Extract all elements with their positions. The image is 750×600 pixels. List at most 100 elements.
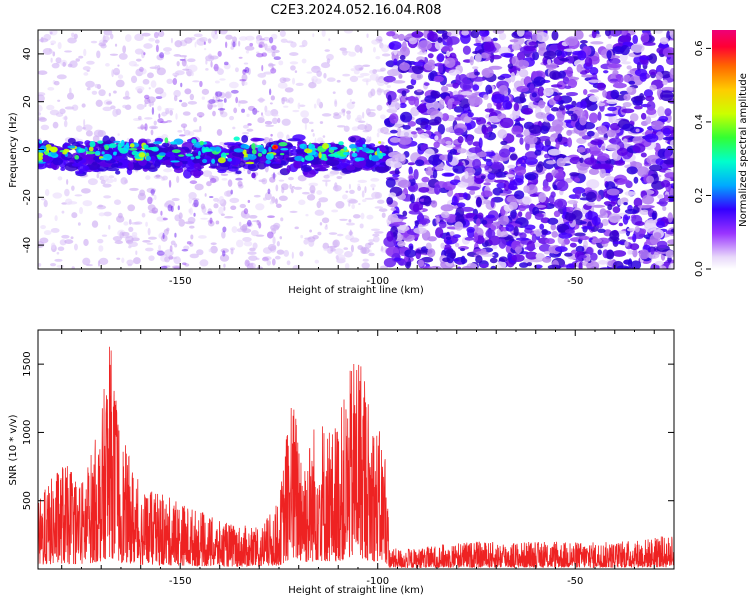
spectrogram-blob [219,141,224,146]
spectrogram-blob [380,114,386,120]
spectrogram-blob [412,203,420,213]
spectrogram-blob [103,30,113,36]
spectrogram-blob [617,199,623,206]
spectrogram-blob [381,53,391,57]
spectrogram-blob [537,86,545,97]
spectrogram-blob [201,88,210,95]
spectrogram-blob [641,194,655,205]
spectrogram-blob [229,115,235,121]
spectrogram-xtick-label: -50 [567,276,583,287]
spectrogram-blob [229,197,240,204]
spectrogram-blob [547,217,559,225]
spectrogram-blob [98,42,107,47]
chart-title: C2E3.2024.052.16.04.R08 [270,3,441,18]
spectrogram-blob [158,152,166,156]
colorbar-tick-label: 0.4 [694,114,705,130]
spectrogram-blob [550,107,559,112]
spectrogram-blob [578,235,590,241]
spectrogram-blob [616,230,627,234]
spectrogram-blob [122,104,128,109]
spectrogram-blob [270,153,274,158]
spectrogram-blob [645,116,652,125]
spectrogram-blob [411,31,424,38]
spectrogram-blob [519,92,526,104]
spectrogram-blob [601,218,609,227]
spectrogram-blob [287,97,294,104]
spectrogram-blob [351,152,358,158]
spectrogram-blob [511,125,523,136]
spectrogram-blob [612,82,627,89]
spectrogram-blob [261,79,267,86]
spectrogram-blob [429,265,442,269]
spectrogram-blob [323,174,330,179]
spectrogram-blob [551,230,558,238]
spectrogram-blob [270,95,275,101]
spectrogram-blob [533,228,543,237]
spectrogram-blob [97,238,104,244]
spectrogram-panel: -150 -100 -50 -40 -20 0 20 40 Height of straigh… [8,29,675,296]
spectrogram-blob [346,222,356,226]
spectrogram-blob [193,170,202,179]
spectrogram-blob [518,204,527,212]
spectrogram-blob [385,177,396,188]
spectrogram-blob [56,251,60,255]
spectrogram-blob [352,214,361,219]
spectrogram-blob [109,53,119,56]
spectrogram-blob [421,222,426,226]
spectrogram-blob [203,41,206,45]
spectrogram-blob [550,84,563,88]
spectrogram-blob [47,140,51,143]
spectrogram-blob [328,38,331,42]
spectrogram-blob [491,252,499,259]
spectrogram-blob [50,57,53,63]
spectrogram-blob [265,124,275,127]
spectrogram-blob [199,140,204,146]
spectrogram-blob [326,58,331,64]
spectrogram-blob [399,46,411,58]
spectrogram-blob [261,112,264,116]
spectrogram-blob [660,180,671,188]
spectrogram-blob [609,137,622,145]
spectrogram-blob [147,227,151,236]
spectrogram-blob [336,175,343,180]
spectrogram-blob [319,222,323,226]
spectrogram-blob [630,260,642,269]
spectrogram-blob [199,259,209,267]
spectrogram-blob [181,248,189,252]
spectrogram-blob [470,117,482,121]
spectrogram-blob [470,30,480,39]
spectrogram-blob [488,235,501,246]
spectrogram-blob [545,160,557,165]
spectrogram-blob [251,142,256,150]
spectrogram-blob [189,253,199,259]
spectrogram-blob [257,72,267,78]
spectrogram-blob [386,196,394,205]
spectrogram-blob [496,261,507,269]
spectrogram-blob [624,208,638,214]
spectrogram-blob [357,179,368,183]
spectrogram-blob [196,112,205,118]
spectrogram-blob [171,149,181,154]
spectrogram-blob [570,113,578,122]
spectrogram-blob [279,77,287,84]
spectrogram-blob [301,39,308,47]
spectrogram-blob [217,101,224,109]
spectrogram-blob [82,127,86,130]
spectrogram-blob [324,225,328,230]
spectrogram-blob [128,226,134,232]
spectrogram-blob [464,170,469,180]
spectrogram-blob [262,197,268,201]
spectrogram-blob [632,34,638,45]
spectrogram-blob [235,170,242,175]
spectrogram-blob [387,213,399,223]
spectrogram-blob [500,52,515,58]
spectrogram-blob [383,236,397,248]
spectrogram-blob [81,188,91,194]
spectrogram-blob [54,215,58,222]
spectrogram-blob [626,86,633,93]
spectrogram-blob [547,264,562,269]
spectrogram-blob [519,137,524,145]
spectrogram-blob [359,72,370,77]
spectrogram-blob [271,66,275,71]
spectrogram-blob [632,233,637,243]
